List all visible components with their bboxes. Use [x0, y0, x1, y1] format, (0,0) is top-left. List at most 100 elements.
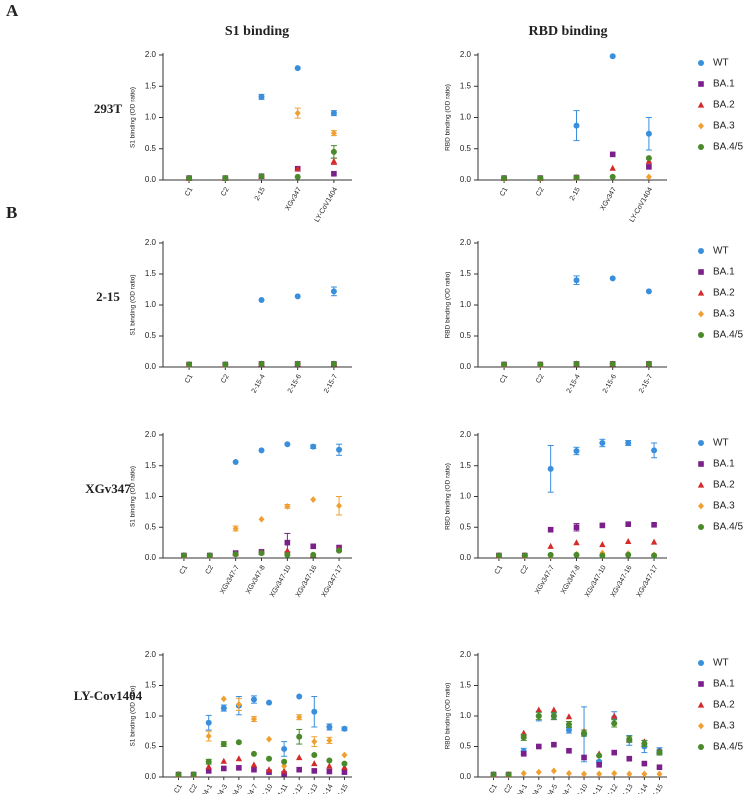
- y-tick-label: 0.5: [460, 742, 472, 751]
- marker: [698, 524, 704, 530]
- marker: [581, 770, 588, 778]
- marker: [641, 740, 648, 747]
- marker: [521, 552, 528, 559]
- marker: [581, 730, 588, 737]
- x-tick-label: C2: [220, 373, 231, 384]
- marker: [656, 770, 663, 778]
- marker: [609, 151, 616, 158]
- legend-label: BA.1: [713, 79, 735, 90]
- marker: [250, 761, 258, 768]
- marker: [650, 538, 658, 545]
- marker: [205, 732, 212, 740]
- y-tick-label: 0.0: [460, 175, 472, 184]
- marker: [330, 148, 337, 155]
- x-tick-label: XGv347-8: [245, 564, 267, 595]
- marker: [573, 551, 580, 558]
- marker: [698, 440, 704, 446]
- legend-label: WT: [713, 246, 729, 257]
- marker: [490, 771, 497, 778]
- x-tick-label: C1: [173, 783, 184, 794]
- row-label: LY-Cov1404: [74, 688, 143, 703]
- x-tick-label: XGv347: [599, 186, 618, 211]
- marker: [326, 757, 333, 764]
- marker: [609, 360, 616, 367]
- marker: [294, 109, 301, 117]
- x-tick-label: XGv347-10: [584, 564, 608, 598]
- marker: [641, 770, 648, 778]
- legend-label: BA.4/5: [713, 142, 743, 153]
- marker: [566, 747, 572, 754]
- x-tick-label: 2-15-7: [323, 373, 339, 394]
- x-tick-label: C1: [499, 373, 510, 384]
- marker: [565, 769, 572, 777]
- legend-label: BA.3: [713, 121, 735, 132]
- marker: [651, 521, 657, 528]
- marker: [599, 522, 606, 529]
- x-tick-label: C2: [205, 564, 216, 575]
- marker: [646, 164, 652, 170]
- marker: [547, 526, 554, 533]
- marker: [222, 175, 229, 182]
- marker: [336, 446, 343, 453]
- marker: [281, 771, 287, 777]
- marker: [611, 769, 618, 777]
- marker: [535, 743, 542, 750]
- y-tick-label: 2.0: [460, 50, 472, 59]
- marker: [296, 713, 303, 721]
- marker: [609, 173, 616, 180]
- marker: [698, 81, 704, 87]
- marker: [326, 762, 333, 769]
- marker: [330, 288, 337, 295]
- y-tick-label: 1.5: [145, 81, 157, 90]
- marker: [284, 551, 291, 558]
- marker: [573, 277, 580, 284]
- x-tick-label: XGv347-7: [534, 564, 556, 595]
- legend-label: BA.2: [713, 288, 735, 299]
- x-tick-label: 2-15-6: [602, 373, 618, 394]
- x-tick-label: C2: [188, 783, 199, 794]
- marker: [311, 738, 318, 746]
- marker: [611, 712, 618, 719]
- marker: [341, 763, 348, 770]
- marker: [284, 547, 291, 554]
- marker: [698, 332, 704, 338]
- row-label: 2-15: [96, 289, 120, 304]
- x-tick-label: XGv347-16: [295, 564, 319, 598]
- marker: [537, 361, 544, 368]
- x-tick-label: 2-15-4: [251, 373, 267, 394]
- marker: [656, 764, 663, 771]
- y-tick-label: 0.5: [460, 522, 472, 531]
- marker: [326, 768, 333, 775]
- marker: [651, 552, 658, 559]
- y-tick-label: 0.5: [460, 144, 472, 153]
- legend-label: BA.2: [713, 700, 735, 711]
- marker: [573, 122, 580, 129]
- marker: [258, 360, 265, 367]
- marker: [501, 175, 508, 182]
- marker: [186, 175, 193, 182]
- legend-label: BA.4/5: [713, 742, 743, 753]
- marker: [311, 708, 318, 715]
- marker: [573, 360, 580, 367]
- marker: [232, 551, 239, 558]
- x-tick-label: C1: [499, 186, 510, 197]
- y-tick-label: 2.0: [460, 238, 472, 247]
- y-axis-label: S1 binding (OD ratio): [130, 87, 137, 148]
- marker: [535, 713, 542, 719]
- marker: [625, 537, 632, 544]
- x-tick-label: XGv347-8: [560, 564, 582, 595]
- x-tick-label: C1: [184, 186, 195, 197]
- marker: [697, 289, 705, 296]
- y-tick-label: 0.5: [460, 331, 472, 340]
- marker: [294, 293, 301, 300]
- x-tick-label: XGv347-10: [269, 564, 293, 598]
- marker: [281, 758, 288, 765]
- x-tick-label: 2-15-6: [287, 373, 303, 394]
- marker: [296, 733, 303, 740]
- marker: [573, 524, 580, 531]
- marker: [265, 766, 273, 773]
- x-tick-label: 2-15-7: [638, 373, 654, 394]
- marker: [505, 771, 512, 778]
- marker: [565, 727, 572, 734]
- marker: [258, 93, 265, 100]
